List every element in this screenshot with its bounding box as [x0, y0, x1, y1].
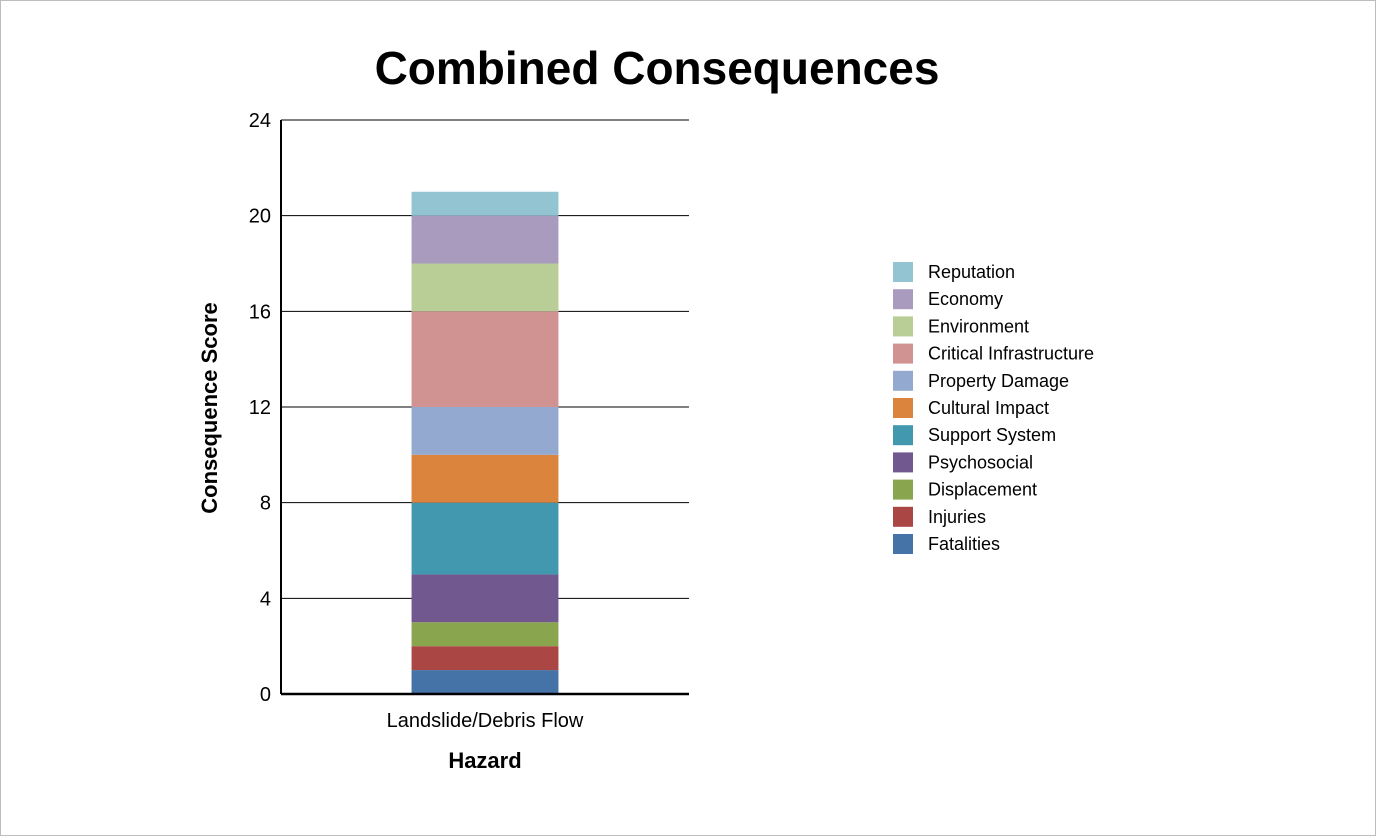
legend-label: Reputation [928, 262, 1015, 282]
bar-segment [411, 191, 559, 216]
legend-label: Property Damage [928, 371, 1069, 391]
legend-label: Displacement [928, 480, 1037, 500]
bar-segment [411, 670, 559, 694]
y-tick-label: 8 [260, 493, 271, 515]
legend-swatch [893, 370, 913, 391]
x-axis-title: Hazard [448, 748, 521, 773]
x-tick-labels: Landslide/Debris Flow [387, 710, 584, 732]
bar-segment [411, 622, 559, 647]
legend-label: Critical Infrastructure [928, 344, 1094, 364]
legend-swatch [893, 479, 913, 500]
legend-swatch [893, 343, 913, 364]
y-axis-title: Consequence Score [197, 302, 222, 514]
legend-swatch [893, 316, 913, 337]
legend-swatch [893, 398, 913, 418]
legend-swatch [893, 289, 913, 310]
bar-segment [411, 454, 559, 503]
bar-segment [411, 502, 559, 575]
x-tick-label: Landslide/Debris Flow [387, 710, 584, 732]
legend-label: Economy [928, 289, 1003, 309]
y-tick-label: 20 [249, 206, 271, 228]
legend: Reputation Economy Environment Critical Inf… [893, 262, 1094, 554]
bar-segment [411, 263, 559, 312]
legend-swatch [893, 506, 913, 527]
legend-swatch [893, 425, 913, 446]
y-tick-label: 16 [249, 301, 271, 323]
legend-swatch [893, 262, 913, 282]
y-tick-label: 24 [249, 110, 271, 132]
legend-label: Cultural Impact [928, 398, 1049, 418]
axes [280, 120, 689, 696]
bar-segment [411, 407, 559, 455]
legend-label: Fatalities [928, 534, 1000, 554]
bar-segment [411, 574, 559, 623]
legend-swatch [893, 534, 913, 554]
y-tick-label: 12 [249, 397, 271, 419]
chart-title: Combined Consequences [375, 42, 940, 94]
legend-label: Injuries [928, 507, 986, 527]
legend-label: Psychosocial [928, 452, 1033, 472]
stacked-bar [411, 191, 559, 694]
legend-label: Support System [928, 425, 1056, 445]
bar-segment [411, 215, 559, 264]
y-tick-label: 0 [260, 684, 271, 706]
y-tick-labels: 0 4 8 12 16 20 24 [249, 110, 271, 706]
y-tick-label: 4 [260, 588, 271, 610]
legend-label: Environment [928, 316, 1029, 336]
bar-segment [411, 646, 559, 671]
bar-segment [411, 311, 559, 407]
legend-swatch [893, 452, 913, 473]
